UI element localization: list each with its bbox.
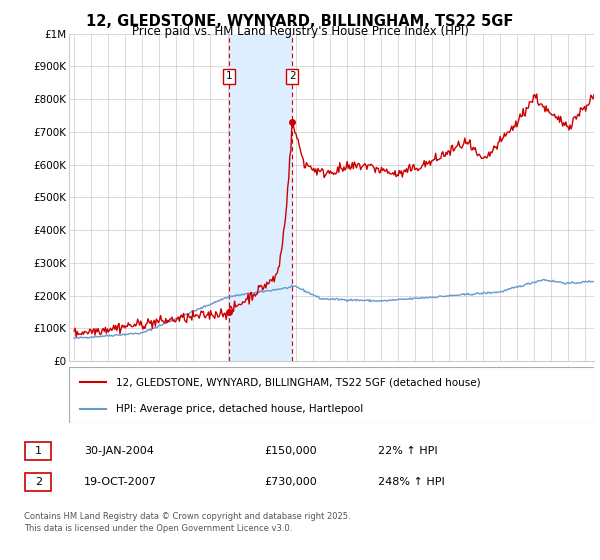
Text: 1: 1: [35, 446, 42, 456]
Text: £730,000: £730,000: [264, 477, 317, 487]
Text: Contains HM Land Registry data © Crown copyright and database right 2025.
This d: Contains HM Land Registry data © Crown c…: [24, 512, 350, 533]
Bar: [229, 34, 292, 361]
Text: 12, GLEDSTONE, WYNYARD, BILLINGHAM, TS22 5GF: 12, GLEDSTONE, WYNYARD, BILLINGHAM, TS22…: [86, 14, 514, 29]
FancyBboxPatch shape: [25, 473, 52, 491]
Text: 30-JAN-2004: 30-JAN-2004: [84, 446, 154, 456]
FancyBboxPatch shape: [69, 367, 594, 423]
Text: 248% ↑ HPI: 248% ↑ HPI: [378, 477, 445, 487]
Text: 2: 2: [289, 71, 296, 81]
Text: Price paid vs. HM Land Registry's House Price Index (HPI): Price paid vs. HM Land Registry's House …: [131, 25, 469, 38]
Text: 2: 2: [35, 477, 42, 487]
Text: 19-OCT-2007: 19-OCT-2007: [84, 477, 157, 487]
Text: HPI: Average price, detached house, Hartlepool: HPI: Average price, detached house, Hart…: [116, 404, 364, 414]
Text: 12, GLEDSTONE, WYNYARD, BILLINGHAM, TS22 5GF (detached house): 12, GLEDSTONE, WYNYARD, BILLINGHAM, TS22…: [116, 377, 481, 388]
Text: 1: 1: [226, 71, 232, 81]
Text: 22% ↑ HPI: 22% ↑ HPI: [378, 446, 437, 456]
FancyBboxPatch shape: [25, 442, 52, 460]
Text: £150,000: £150,000: [264, 446, 317, 456]
